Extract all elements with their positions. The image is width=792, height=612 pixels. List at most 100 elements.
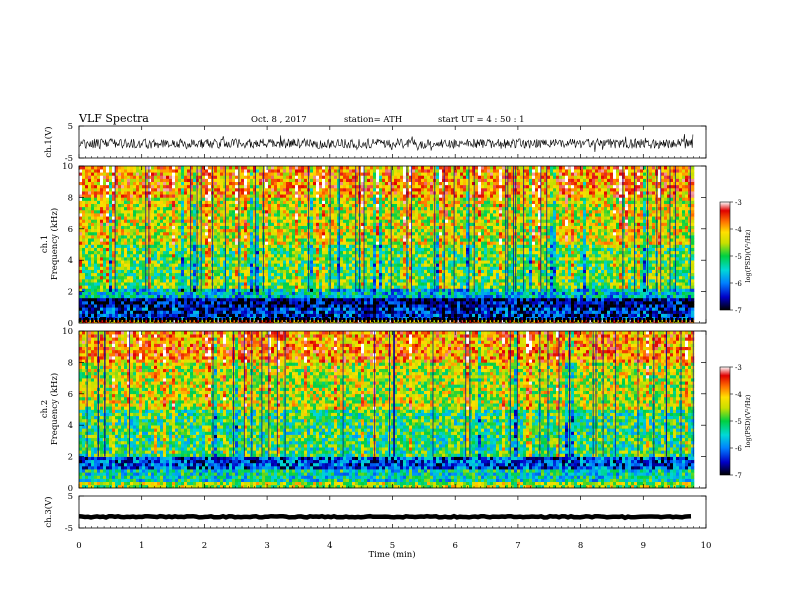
spectrogram-cell	[133, 272, 137, 277]
spectrogram-cell	[121, 241, 125, 245]
spectrogram-cell	[241, 291, 245, 296]
spectrogram-cell	[94, 231, 98, 236]
spectrogram-cell	[373, 313, 377, 318]
spectrogram-cell	[166, 181, 170, 186]
spectrogram-cell	[232, 247, 236, 252]
spectrogram-cell	[160, 269, 164, 274]
spectrogram-cell	[343, 203, 347, 208]
spectrogram-cell	[343, 169, 347, 173]
spectrogram-cell	[334, 206, 338, 211]
spectrogram-cell	[280, 250, 284, 255]
spectrogram-cell	[205, 301, 209, 305]
spectrogram-cell	[79, 304, 83, 308]
spectrogram-cell	[181, 310, 185, 314]
spectrogram-cell	[124, 257, 128, 261]
spectrogram-cell	[208, 307, 212, 311]
spectrogram-cell	[289, 184, 293, 189]
spectrogram-cell	[85, 263, 89, 267]
spectrogram-cell	[127, 172, 131, 176]
spectrogram-cell	[169, 178, 173, 182]
spectrogram-cell	[295, 178, 299, 182]
spectrogram-cell	[277, 228, 281, 233]
spectrogram-cell	[373, 288, 377, 292]
spectrogram-cell	[121, 219, 125, 223]
spectrogram-cell	[181, 181, 185, 186]
spectrogram-cell	[352, 294, 356, 299]
spectrogram-cell	[196, 285, 200, 289]
spectrogram-cell	[352, 184, 356, 189]
spectrogram-cell	[217, 319, 221, 324]
spectrogram-cell	[325, 250, 329, 255]
spectrogram-cell	[355, 263, 359, 267]
spectrogram-cell	[280, 184, 284, 189]
spectrogram-cell	[220, 225, 224, 230]
spectrogram-cell	[100, 319, 104, 324]
spectrogram-cell	[223, 175, 227, 179]
spectrogram-cell	[358, 297, 362, 302]
spectrogram-cell	[370, 244, 374, 248]
spectrogram-cell	[364, 282, 368, 286]
spectrogram-cell	[190, 228, 194, 233]
spectrogram-cell	[118, 235, 122, 239]
spectrogram-cell	[361, 282, 365, 286]
spectrogram-cell	[184, 169, 188, 173]
spectrogram-cell	[355, 184, 359, 189]
spectrogram-cell	[355, 301, 359, 305]
spectrogram-cell	[217, 178, 221, 182]
spectrogram-cell	[103, 178, 107, 182]
spectrogram-cell	[214, 269, 218, 274]
spectrogram-cell	[244, 175, 248, 179]
spectrogram-cell	[376, 310, 380, 314]
spectrogram-cell	[220, 279, 224, 283]
spectrogram-cell	[148, 213, 152, 217]
spectrogram-cell	[313, 266, 317, 270]
spectrogram-cell	[202, 206, 206, 211]
spectrogram-cell	[328, 301, 332, 305]
spectrogram-cell	[241, 184, 245, 189]
spectrogram-cell	[286, 235, 290, 239]
spectrogram-cell	[208, 228, 212, 233]
spectrogram-cell	[286, 166, 290, 170]
spectrogram-cell	[244, 288, 248, 292]
spectrogram-cell	[256, 247, 260, 252]
spectrogram-cell	[292, 200, 296, 204]
spectrogram-cell	[166, 216, 170, 220]
spectrogram-cell	[118, 291, 122, 296]
spectrogram-cell	[292, 175, 296, 179]
spectrogram-cell	[310, 181, 314, 186]
spectrogram-cell	[226, 294, 230, 299]
spectrogram-cell	[130, 197, 134, 201]
spectrogram-cell	[175, 194, 179, 198]
spectrogram-cell	[166, 263, 170, 267]
spectrogram-cell	[322, 181, 326, 186]
spectrogram-cell	[244, 257, 248, 261]
spectrogram-cell	[115, 282, 119, 286]
spectrogram-cell	[97, 247, 101, 252]
spectrogram-cell	[256, 178, 260, 182]
spectrogram-cell	[256, 275, 260, 280]
spectrogram-cell	[289, 279, 293, 283]
spectrogram-cell	[154, 304, 158, 308]
spectrogram-cell	[376, 272, 380, 277]
spectrogram-cell	[319, 166, 323, 170]
spectrogram-cell	[103, 247, 107, 252]
spectrogram-cell	[166, 172, 170, 176]
spectrogram-cell	[187, 238, 191, 242]
spectrogram-cell	[229, 181, 233, 186]
spectrogram-cell	[370, 166, 374, 170]
spectrogram-cell	[223, 187, 227, 192]
spectrogram-cell	[244, 238, 248, 242]
spectrogram-cell	[88, 238, 92, 242]
spectrogram-cell	[223, 241, 227, 245]
spectrogram-cell	[196, 228, 200, 233]
spectrogram-cell	[322, 178, 326, 182]
spectrogram-cell	[310, 297, 314, 302]
spectrogram-cell	[103, 172, 107, 176]
spectrogram-cell	[139, 275, 143, 280]
spectrogram-cell	[280, 282, 284, 286]
spectrogram-cell	[283, 222, 287, 226]
spectrogram-cell	[118, 275, 122, 280]
spectrogram-cell	[85, 231, 89, 236]
spectrogram-cell	[352, 241, 356, 245]
spectrogram-cell	[139, 301, 143, 305]
